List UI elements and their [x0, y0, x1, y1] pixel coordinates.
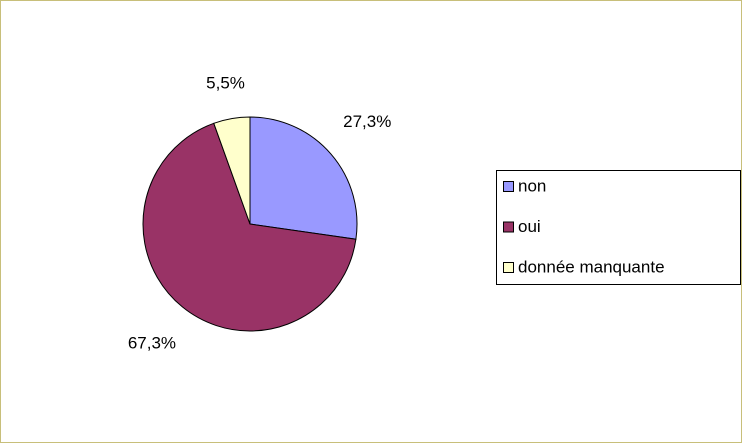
legend-swatch	[503, 221, 514, 233]
data-label: 67,3%	[128, 334, 176, 353]
pie-slice	[249, 116, 358, 240]
legend-label: donnée manquante	[518, 257, 665, 276]
data-label: 27,3%	[343, 112, 391, 131]
legend-label: oui	[518, 217, 541, 236]
pie-slice	[142, 122, 357, 332]
legend-swatch	[503, 262, 514, 273]
data-label: 5,5%	[206, 73, 245, 92]
legend-label: non	[518, 176, 546, 195]
pie-slice	[213, 116, 251, 225]
legend-box	[496, 170, 741, 285]
legend-swatch	[503, 181, 514, 192]
